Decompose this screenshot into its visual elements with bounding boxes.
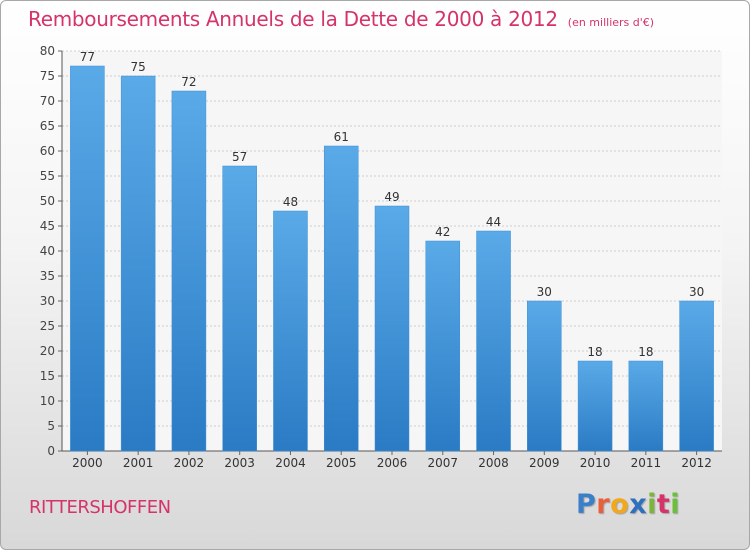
x-tick-label: 2009 — [529, 456, 560, 470]
y-tick-label: 15 — [40, 369, 55, 383]
x-tick-label: 2012 — [681, 456, 712, 470]
logo-letter: i — [670, 489, 681, 520]
bar-value-label: 61 — [334, 130, 349, 144]
y-tick-label: 40 — [40, 244, 55, 258]
y-tick-label: 50 — [40, 194, 55, 208]
bar — [527, 300, 562, 452]
bar — [374, 205, 410, 452]
bar-value-label: 30 — [537, 285, 552, 299]
x-tick-label: 2006 — [377, 456, 408, 470]
chart-title: Remboursements Annuels de la Dette de 20… — [28, 7, 654, 31]
y-tick-label: 20 — [40, 344, 55, 358]
logo-letter: o — [610, 489, 630, 520]
bar — [628, 360, 664, 452]
y-tick-label: 60 — [40, 144, 55, 158]
y-tick-label: 45 — [40, 219, 55, 233]
x-tick-label: 2008 — [478, 456, 509, 470]
unit-label: (en milliers d'€) — [567, 16, 655, 29]
bar-value-label: 77 — [80, 50, 95, 64]
x-tick-label: 2004 — [275, 456, 306, 470]
bar-value-label: 75 — [131, 60, 146, 74]
proxiti-logo: Proxiti — [576, 489, 680, 520]
bar-value-label: 72 — [181, 75, 196, 89]
x-tick-label: 2005 — [326, 456, 357, 470]
bar — [425, 240, 461, 452]
bar — [476, 230, 511, 452]
bar — [120, 75, 156, 452]
x-tick-label: 2011 — [631, 456, 662, 470]
y-tick-label: 10 — [40, 394, 55, 408]
bar — [577, 360, 613, 452]
bar-value-label: 49 — [384, 190, 399, 204]
bar — [273, 210, 308, 452]
logo-letter: t — [656, 489, 671, 520]
bar — [70, 65, 105, 452]
bar — [171, 90, 207, 452]
title-text: Remboursements Annuels de la Dette de 20… — [28, 7, 558, 31]
bar-value-label: 18 — [638, 345, 653, 359]
bar-value-label: 44 — [486, 215, 501, 229]
y-tick-label: 30 — [40, 294, 55, 308]
commune-name: RITTERSHOFFEN — [29, 497, 171, 518]
x-tick-label: 2000 — [72, 456, 103, 470]
y-tick-label: 75 — [40, 69, 55, 83]
logo-letter: x — [629, 489, 648, 520]
y-tick-label: 70 — [40, 94, 55, 108]
logo-letter: P — [576, 489, 597, 520]
x-tick-label: 2003 — [224, 456, 255, 470]
bar-value-label: 48 — [283, 195, 298, 209]
bar — [222, 165, 257, 452]
bar-value-label: 42 — [435, 225, 450, 239]
y-tick-label: 65 — [40, 119, 55, 133]
y-tick-label: 55 — [40, 169, 55, 183]
x-tick-label: 2001 — [123, 456, 154, 470]
x-tick-label: 2002 — [174, 456, 205, 470]
bar — [679, 300, 714, 452]
x-tick-label: 2007 — [427, 456, 458, 470]
logo-letter: r — [596, 489, 611, 520]
bar-value-label: 18 — [587, 345, 602, 359]
y-tick-label: 35 — [40, 269, 55, 283]
x-tick-label: 2010 — [580, 456, 611, 470]
y-tick-label: 80 — [40, 44, 55, 58]
bar-value-label: 57 — [232, 150, 247, 164]
y-tick-label: 5 — [47, 419, 55, 433]
bar — [323, 145, 359, 452]
logo-letter: i — [647, 489, 657, 520]
y-tick-label: 25 — [40, 319, 55, 333]
y-tick-label: 0 — [47, 444, 55, 458]
bar-value-label: 30 — [689, 285, 704, 299]
